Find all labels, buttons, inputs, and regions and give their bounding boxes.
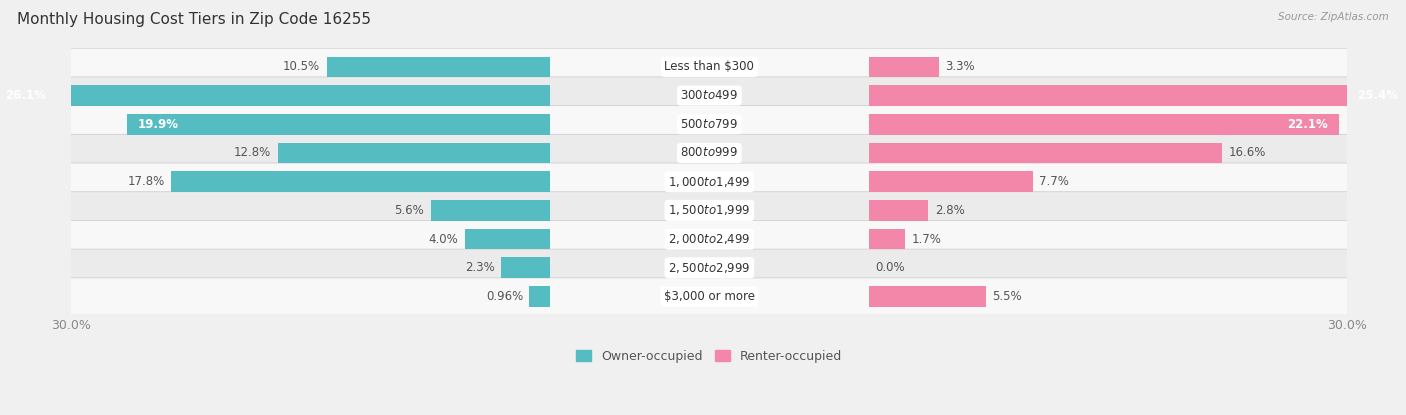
Text: $1,500 to $1,999: $1,500 to $1,999 bbox=[668, 203, 751, 217]
Bar bbox=[869, 286, 986, 307]
Text: 10.5%: 10.5% bbox=[283, 60, 321, 73]
Text: $2,000 to $2,499: $2,000 to $2,499 bbox=[668, 232, 751, 246]
Legend: Owner-occupied, Renter-occupied: Owner-occupied, Renter-occupied bbox=[571, 345, 848, 368]
Text: Source: ZipAtlas.com: Source: ZipAtlas.com bbox=[1278, 12, 1389, 22]
Text: 5.6%: 5.6% bbox=[395, 204, 425, 217]
FancyBboxPatch shape bbox=[58, 220, 1361, 258]
Bar bbox=[869, 143, 1222, 164]
Bar bbox=[501, 257, 550, 278]
Text: 25.4%: 25.4% bbox=[1357, 89, 1399, 102]
Text: 17.8%: 17.8% bbox=[128, 175, 165, 188]
Text: 2.8%: 2.8% bbox=[935, 204, 965, 217]
Text: $3,000 or more: $3,000 or more bbox=[664, 290, 755, 303]
Text: 5.5%: 5.5% bbox=[993, 290, 1022, 303]
Bar bbox=[869, 229, 905, 249]
Text: 26.1%: 26.1% bbox=[6, 89, 46, 102]
Bar bbox=[530, 286, 550, 307]
Text: 12.8%: 12.8% bbox=[233, 146, 271, 159]
Bar bbox=[869, 114, 1339, 134]
FancyBboxPatch shape bbox=[58, 249, 1361, 286]
Text: 19.9%: 19.9% bbox=[138, 118, 179, 131]
Text: 0.96%: 0.96% bbox=[486, 290, 523, 303]
Text: Monthly Housing Cost Tiers in Zip Code 16255: Monthly Housing Cost Tiers in Zip Code 1… bbox=[17, 12, 371, 27]
Bar bbox=[0, 85, 550, 106]
FancyBboxPatch shape bbox=[58, 163, 1361, 200]
Bar bbox=[127, 114, 550, 134]
Bar bbox=[465, 229, 550, 249]
Text: 3.3%: 3.3% bbox=[945, 60, 976, 73]
Bar bbox=[326, 56, 550, 77]
Text: $500 to $799: $500 to $799 bbox=[681, 118, 738, 131]
FancyBboxPatch shape bbox=[58, 77, 1361, 114]
Text: Less than $300: Less than $300 bbox=[665, 60, 754, 73]
FancyBboxPatch shape bbox=[58, 192, 1361, 229]
Bar bbox=[869, 171, 1032, 192]
Bar bbox=[869, 56, 939, 77]
Text: $2,500 to $2,999: $2,500 to $2,999 bbox=[668, 261, 751, 275]
Text: 16.6%: 16.6% bbox=[1229, 146, 1265, 159]
FancyBboxPatch shape bbox=[58, 106, 1361, 143]
Bar bbox=[869, 85, 1406, 106]
Bar bbox=[430, 200, 550, 221]
Text: $800 to $999: $800 to $999 bbox=[681, 146, 738, 159]
Text: $1,000 to $1,499: $1,000 to $1,499 bbox=[668, 175, 751, 189]
Text: 2.3%: 2.3% bbox=[465, 261, 495, 274]
Text: 22.1%: 22.1% bbox=[1288, 118, 1329, 131]
FancyBboxPatch shape bbox=[58, 278, 1361, 315]
Text: 4.0%: 4.0% bbox=[429, 233, 458, 246]
Text: 1.7%: 1.7% bbox=[911, 233, 941, 246]
Text: $300 to $499: $300 to $499 bbox=[681, 89, 738, 102]
Text: 0.0%: 0.0% bbox=[876, 261, 905, 274]
Bar bbox=[277, 143, 550, 164]
Bar bbox=[869, 200, 928, 221]
FancyBboxPatch shape bbox=[58, 48, 1361, 85]
Bar bbox=[172, 171, 550, 192]
Text: 7.7%: 7.7% bbox=[1039, 175, 1069, 188]
FancyBboxPatch shape bbox=[58, 134, 1361, 172]
